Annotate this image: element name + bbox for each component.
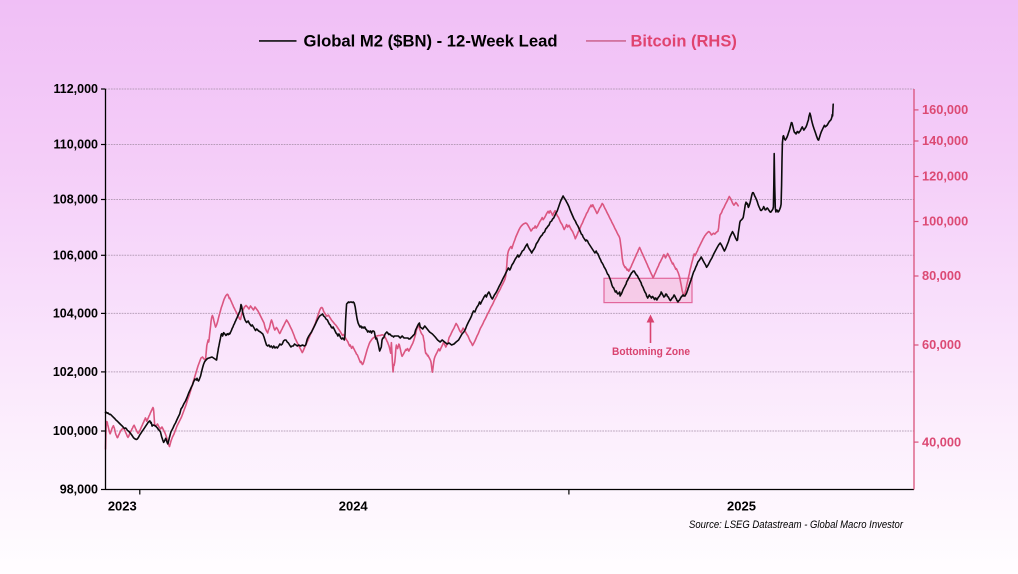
svg-text:40,000: 40,000 xyxy=(922,434,961,449)
svg-text:80,000: 80,000 xyxy=(922,268,961,283)
svg-text:2023: 2023 xyxy=(108,499,137,514)
svg-text:98,000: 98,000 xyxy=(60,483,98,497)
svg-text:112,000: 112,000 xyxy=(54,82,99,96)
svg-text:110,000: 110,000 xyxy=(54,138,99,152)
svg-text:Bitcoin (RHS): Bitcoin (RHS) xyxy=(631,33,737,51)
svg-text:104,000: 104,000 xyxy=(53,307,98,321)
svg-text:140,000: 140,000 xyxy=(922,133,968,148)
svg-text:2024: 2024 xyxy=(339,499,369,514)
svg-text:102,000: 102,000 xyxy=(53,365,98,379)
svg-text:Source: LSEG Datastream - Glob: Source: LSEG Datastream - Global Macro I… xyxy=(689,519,904,531)
svg-text:106,000: 106,000 xyxy=(53,249,98,263)
svg-text:60,000: 60,000 xyxy=(922,337,961,352)
svg-text:Global M2 ($BN) - 12-Week Lead: Global M2 ($BN) - 12-Week Lead xyxy=(304,33,558,51)
svg-text:100,000: 100,000 xyxy=(922,214,968,229)
svg-text:120,000: 120,000 xyxy=(922,169,968,184)
svg-text:108,000: 108,000 xyxy=(53,193,98,207)
svg-text:2025: 2025 xyxy=(727,499,756,514)
svg-text:160,000: 160,000 xyxy=(922,102,968,117)
svg-text:Bottoming Zone: Bottoming Zone xyxy=(612,346,690,358)
svg-text:100,000: 100,000 xyxy=(53,424,98,438)
